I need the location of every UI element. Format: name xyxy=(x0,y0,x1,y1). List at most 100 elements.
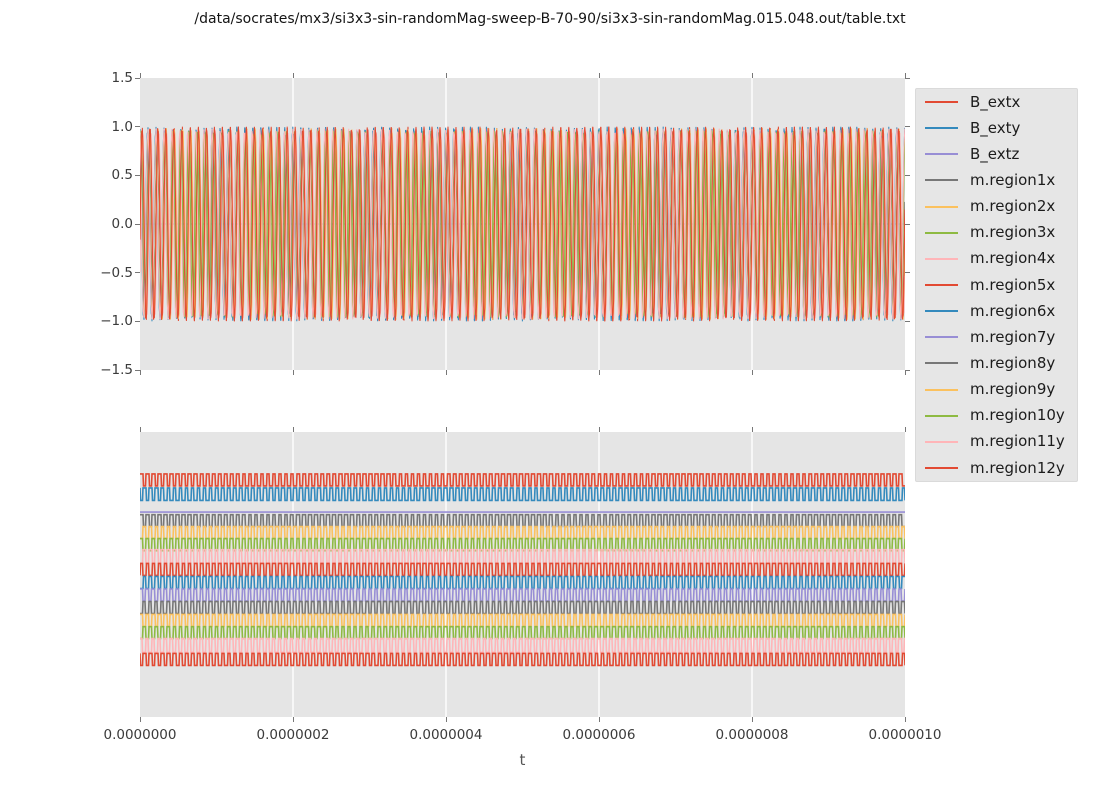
legend-item: m.region8y xyxy=(916,350,1077,376)
y-tick-label: −1.5 xyxy=(100,362,133,378)
legend-line-swatch xyxy=(925,205,958,208)
series-bottom-m.region12y xyxy=(140,652,905,667)
legend-line-swatch xyxy=(925,179,958,182)
y-tick xyxy=(135,126,140,128)
series-bottom-m.region10y xyxy=(140,625,905,640)
series-top-m.region11y xyxy=(140,128,905,320)
legend-item: B_exty xyxy=(916,115,1077,141)
legend-label: B_extz xyxy=(970,144,1020,163)
x-axis-label: t xyxy=(519,751,526,769)
legend-label: m.region6x xyxy=(970,301,1056,320)
x-tick-label: 0.0000002 xyxy=(256,727,330,743)
x-tick xyxy=(139,73,141,78)
y-tick xyxy=(905,369,910,371)
series-top-m.region12y xyxy=(140,126,905,322)
legend-label: m.region11y xyxy=(970,432,1065,451)
bottom-plot-panel xyxy=(140,432,905,717)
y-tick-label: 1.5 xyxy=(111,70,133,86)
series-bottom-m.region8y xyxy=(140,600,905,615)
legend-item: m.region9y xyxy=(916,377,1077,403)
x-tick xyxy=(292,427,294,432)
legend-label: m.region3x xyxy=(970,223,1056,242)
x-tick xyxy=(445,73,447,78)
series-bottom-B_extx xyxy=(140,473,905,487)
legend-line-swatch xyxy=(925,310,958,313)
legend-line-swatch xyxy=(925,414,958,417)
y-tick xyxy=(905,126,910,128)
x-tick xyxy=(292,717,294,722)
series-bottom-m.region11y xyxy=(140,637,905,654)
legend-line-swatch xyxy=(925,231,958,234)
legend-line-swatch xyxy=(925,440,958,443)
series-bottom-m.region9y xyxy=(140,613,905,628)
x-tick xyxy=(139,717,141,722)
series-bottom-m.region6x xyxy=(140,575,905,590)
y-tick xyxy=(135,320,140,322)
legend-item: m.region1x xyxy=(916,167,1077,193)
x-tick xyxy=(445,717,447,722)
series-bottom-m.region5x xyxy=(140,562,905,577)
x-tick xyxy=(139,370,141,375)
legend-item: m.region5x xyxy=(916,272,1077,298)
legend-label: m.region10y xyxy=(970,406,1065,425)
y-tick-label: 0.5 xyxy=(111,167,133,184)
x-tick-label: 0.0000000 xyxy=(103,727,177,743)
x-tick xyxy=(445,427,447,432)
legend-line-swatch xyxy=(925,467,958,470)
legend-label: m.region12y xyxy=(970,458,1065,477)
y-tick-label: 1.0 xyxy=(111,118,133,135)
y-tick xyxy=(905,174,910,176)
y-tick-label: −1.0 xyxy=(100,313,133,330)
legend-item: B_extx xyxy=(916,89,1077,115)
legend-line-swatch xyxy=(925,362,958,365)
legend-line-swatch xyxy=(925,127,958,130)
legend-item: m.region7y xyxy=(916,324,1077,350)
legend-item: m.region10y xyxy=(916,403,1077,429)
x-tick xyxy=(445,370,447,375)
x-tick xyxy=(292,73,294,78)
x-tick-label: 0.0000010 xyxy=(868,727,942,743)
legend-label: m.region7y xyxy=(970,327,1056,346)
x-tick xyxy=(598,73,600,78)
legend-item: m.region6x xyxy=(916,298,1077,324)
legend: B_extx B_exty B_extz m.region1x m.region2x m.… xyxy=(915,88,1078,482)
x-tick-label: 0.0000004 xyxy=(409,727,483,743)
y-tick xyxy=(135,369,140,371)
y-tick xyxy=(905,320,910,322)
x-tick xyxy=(751,717,753,722)
legend-line-swatch xyxy=(925,153,958,156)
legend-label: m.region1x xyxy=(970,170,1056,189)
legend-item: m.region12y xyxy=(916,455,1077,481)
legend-label: m.region9y xyxy=(970,380,1056,399)
top-plot-panel xyxy=(140,78,905,370)
x-tick xyxy=(904,370,906,375)
y-tick xyxy=(135,272,140,274)
legend-line-swatch xyxy=(925,284,958,287)
x-tick xyxy=(751,370,753,375)
x-tick xyxy=(139,427,141,432)
x-tick xyxy=(904,717,906,722)
x-tick xyxy=(598,717,600,722)
legend-item: m.region3x xyxy=(916,220,1077,246)
legend-line-swatch xyxy=(925,388,958,391)
y-tick-label: −0.5 xyxy=(100,264,133,281)
legend-item: m.region2x xyxy=(916,194,1077,220)
series-bottom-m.region7y xyxy=(140,588,905,602)
legend-line-swatch xyxy=(925,101,958,104)
legend-label: m.region5x xyxy=(970,275,1056,294)
series-bottom-B_exty xyxy=(140,487,905,502)
x-tick xyxy=(751,427,753,432)
y-tick xyxy=(135,77,140,79)
x-tick xyxy=(292,370,294,375)
x-tick xyxy=(598,370,600,375)
series-bottom-m.region3x xyxy=(140,537,905,552)
x-tick xyxy=(904,73,906,78)
legend-label: B_extx xyxy=(970,92,1021,111)
legend-item: B_extz xyxy=(916,141,1077,167)
x-tick xyxy=(904,427,906,432)
legend-line-swatch xyxy=(925,336,958,339)
legend-line-swatch xyxy=(925,257,958,260)
x-tick-label: 0.0000006 xyxy=(562,727,636,743)
y-tick-label: 0.0 xyxy=(111,216,133,232)
